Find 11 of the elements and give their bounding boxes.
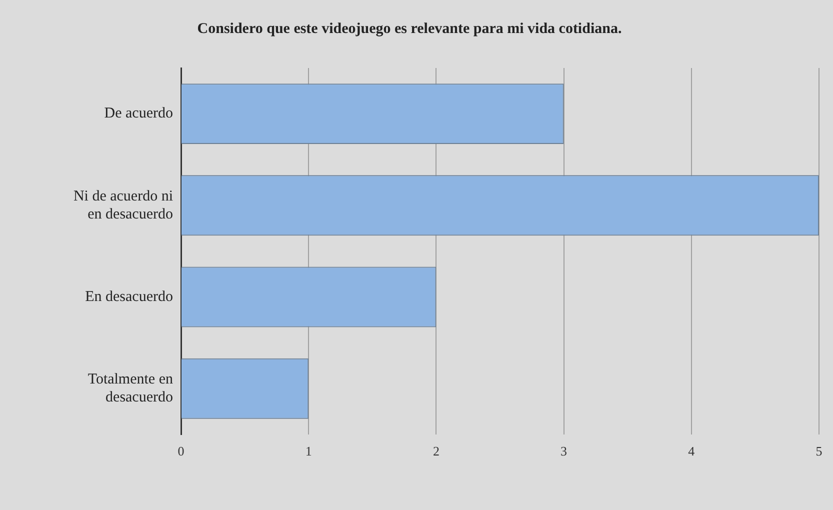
x-tick-label: 5 <box>816 444 822 459</box>
y-tick-label: Totalmente en desacuerdo <box>88 372 174 406</box>
y-tick-label: De acuerdo <box>104 106 173 122</box>
chart-title: Considero que este videojuego es relevante para mi vida cotidiana. <box>197 20 622 37</box>
x-tick-label: 0 <box>178 444 184 459</box>
x-tick-label: 4 <box>688 444 696 459</box>
y-tick-label: En desacuerdo <box>85 288 173 305</box>
y-tick-label: Ni de acuerdo ni en desacuerdo <box>73 188 173 222</box>
x-tick-label: 3 <box>560 444 568 459</box>
x-tick-label: 2 <box>432 444 440 459</box>
x-tick-label: 1 <box>305 444 312 459</box>
